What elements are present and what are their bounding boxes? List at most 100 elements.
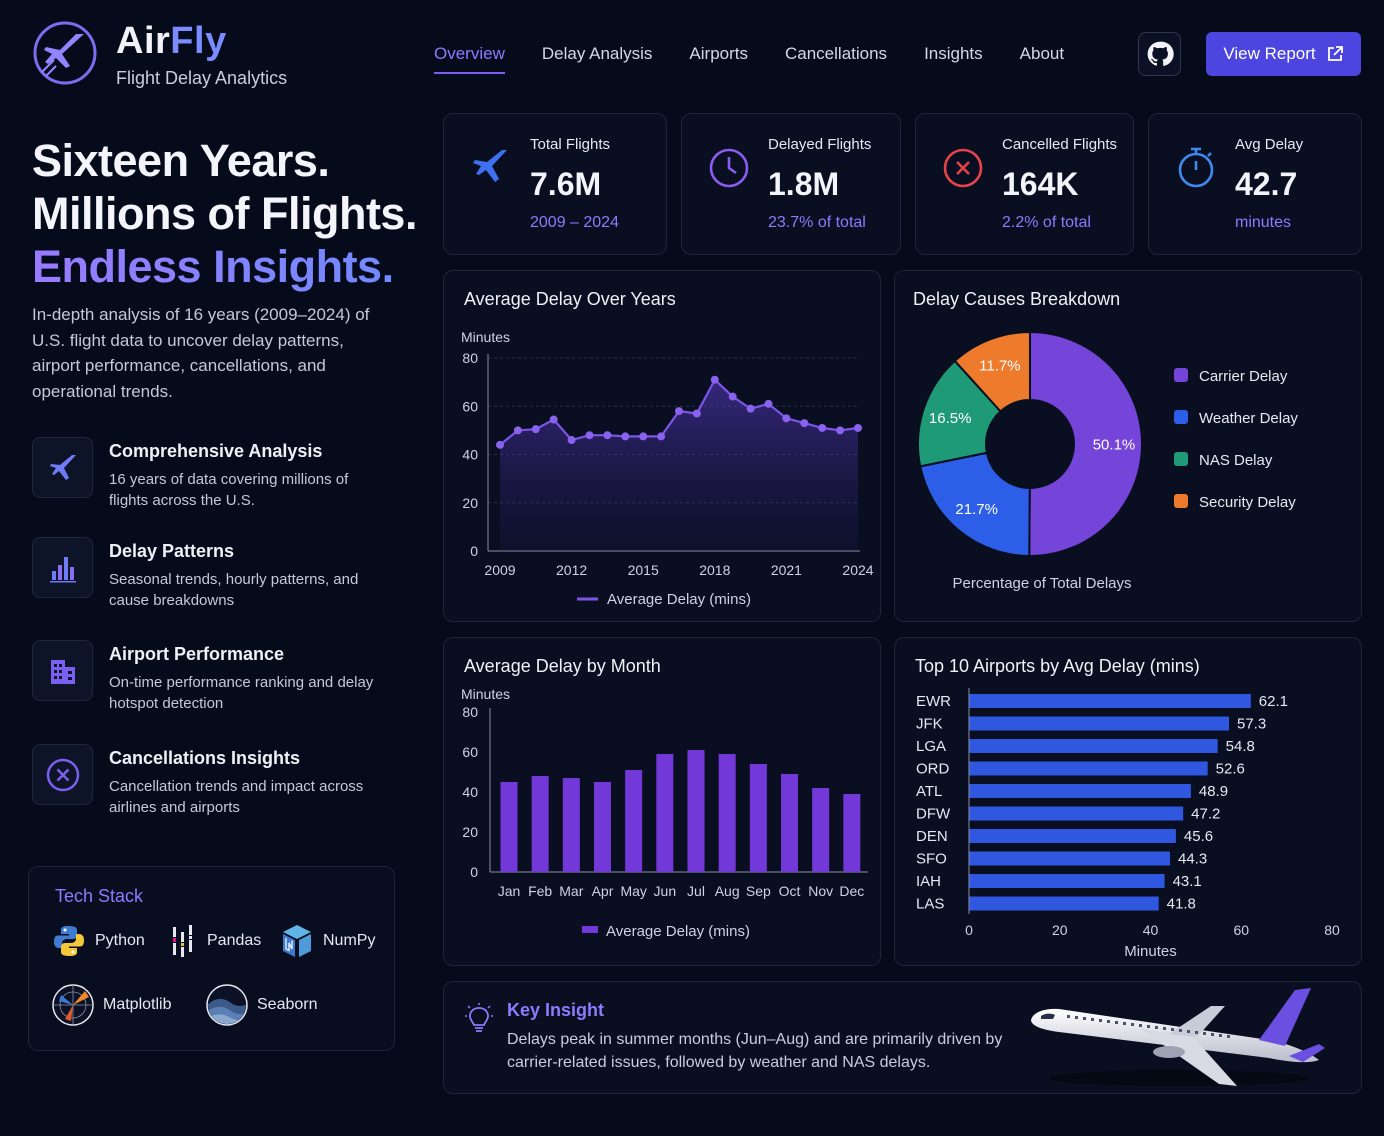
- x-tick-label: 2009: [484, 562, 515, 578]
- brand-name: AirFly: [116, 20, 227, 62]
- view-report-button[interactable]: View Report: [1206, 32, 1361, 76]
- y-tick-label: SFO: [916, 851, 947, 868]
- bar: [969, 806, 1184, 821]
- legend-label: Weather Delay: [1199, 410, 1298, 427]
- y-tick-label: 60: [462, 398, 478, 414]
- x-tick-label: Aug: [715, 883, 740, 899]
- bar-value-label: 48.9: [1199, 783, 1228, 800]
- data-point: [657, 432, 666, 441]
- bar: [718, 754, 736, 872]
- bar: [594, 782, 611, 872]
- x-tick-label: 0: [965, 922, 973, 938]
- legend-swatch: [1174, 368, 1188, 382]
- avg-delay-years-panel: Average Delay Over Years Minutes 0 20 40 60 8…: [443, 270, 881, 622]
- data-point: [710, 375, 719, 384]
- bar: [969, 739, 1218, 753]
- airplane-illustration: [1031, 988, 1325, 1086]
- slice-value-label: 11.7%: [979, 358, 1020, 375]
- x-tick-label: Mar: [559, 883, 583, 899]
- nav-airports[interactable]: Airports: [689, 44, 748, 63]
- legend-label: Average Delay (mins): [606, 923, 750, 940]
- tech-numpy: NumPy: [279, 923, 375, 959]
- nav-overview[interactable]: Overview: [434, 44, 505, 74]
- stat-value: 164K: [1002, 166, 1079, 202]
- y-tick-label: 0: [470, 864, 478, 880]
- data-point: [818, 423, 827, 432]
- nav-cancellations[interactable]: Cancellations: [785, 44, 888, 63]
- view-report-label: View Report: [1223, 44, 1316, 63]
- y-tick-label: 20: [462, 495, 478, 511]
- tech-stack-title: Tech Stack: [55, 886, 144, 906]
- tech-matplotlib: Matplotlib: [51, 983, 171, 1027]
- avg-delay-month-chart: Minutes 0 20 40 60 80 Jan Feb Mar Apr May Jun Jul Aug…: [461, 686, 868, 940]
- bar: [969, 694, 1251, 708]
- tech-pandas: Pandas: [169, 923, 261, 959]
- bar-value-label: 47.2: [1191, 806, 1220, 823]
- data-point: [621, 432, 630, 441]
- data-point: [639, 432, 648, 441]
- y-tick-label: LAS: [916, 896, 944, 913]
- brand-subtitle: Flight Delay Analytics: [116, 68, 288, 88]
- chart-title: Average Delay Over Years: [464, 289, 676, 309]
- data-point: [836, 426, 845, 435]
- python-icon: [54, 926, 84, 956]
- insight-text: Delays peak in summer months (Jun–Aug) a…: [507, 1031, 1003, 1071]
- legend-swatch: [1174, 494, 1188, 508]
- stat-value: 7.6M: [530, 166, 602, 202]
- nav-about[interactable]: About: [1019, 44, 1065, 63]
- y-tick-label: DEN: [916, 828, 948, 845]
- bar: [562, 778, 580, 872]
- feature-cancellations-insights: Cancellations Insights Cancellation tren…: [32, 744, 392, 816]
- data-point: [800, 419, 809, 428]
- bar: [625, 770, 643, 872]
- x-tick-label: Apr: [592, 883, 614, 899]
- data-point: [782, 414, 791, 423]
- pandas-icon: [173, 925, 192, 957]
- x-tick-label: Nov: [808, 883, 833, 899]
- y-axis-label: Minutes: [461, 686, 510, 702]
- delay-causes-panel: Delay Causes Breakdown 50.1% 21.7% 16.5% 11…: [894, 270, 1362, 622]
- y-tick-label: DFW: [916, 806, 951, 823]
- pie-slice: [917, 359, 1002, 468]
- y-tick-label: JFK: [916, 716, 943, 733]
- pie-slice: [953, 330, 1031, 413]
- bar-value-label: 52.6: [1216, 761, 1245, 778]
- hero-headline: Sixteen Years. Millions of Flights. Endl…: [32, 134, 417, 293]
- bar-value-label: 62.1: [1259, 693, 1288, 710]
- y-tick-label: 80: [462, 350, 478, 366]
- x-tick-label: 2024: [842, 562, 873, 578]
- pie-caption: Percentage of Total Delays: [953, 575, 1132, 592]
- nav-insights[interactable]: Insights: [924, 44, 983, 63]
- stopwatch-icon: [1178, 147, 1214, 188]
- bar: [749, 764, 767, 872]
- data-point: [675, 407, 683, 416]
- bar: [656, 754, 674, 872]
- feature-title: Delay Patterns: [109, 541, 235, 561]
- feature-airport-performance: Airport Performance On-time performance …: [32, 640, 392, 712]
- bar: [531, 776, 549, 872]
- y-tick-label: ORD: [916, 761, 950, 778]
- tech-label: Matplotlib: [103, 996, 172, 1013]
- legend-swatch: [1174, 410, 1188, 424]
- slice-value-label: 16.5%: [929, 410, 972, 427]
- tech-seaborn: Seaborn: [205, 983, 318, 1027]
- bar-value-label: 54.8: [1226, 738, 1255, 755]
- data-point: [585, 431, 594, 440]
- data-point: [728, 392, 737, 401]
- bar-value-label: 45.6: [1184, 828, 1213, 845]
- bar: [969, 761, 1208, 776]
- x-tick-label: Feb: [528, 883, 552, 899]
- main-nav: Overview Delay Analysis Airports Cancell…: [434, 44, 1064, 74]
- data-point: [549, 415, 558, 424]
- stat-card-cancelled-flights: Cancelled Flights 164K 2.2% of total: [915, 113, 1134, 255]
- github-button[interactable]: [1138, 32, 1181, 76]
- bar: [500, 782, 518, 872]
- x-tick-label: 2012: [556, 562, 587, 578]
- y-tick-label: 40: [462, 447, 478, 463]
- tech-label: Seaborn: [257, 996, 318, 1013]
- stat-sub: 2009 – 2024: [530, 214, 619, 231]
- data-point: [567, 436, 576, 445]
- nav-delay-analysis[interactable]: Delay Analysis: [541, 44, 653, 63]
- x-tick-label: 2021: [771, 562, 802, 578]
- x-tick-label: 2015: [628, 562, 659, 578]
